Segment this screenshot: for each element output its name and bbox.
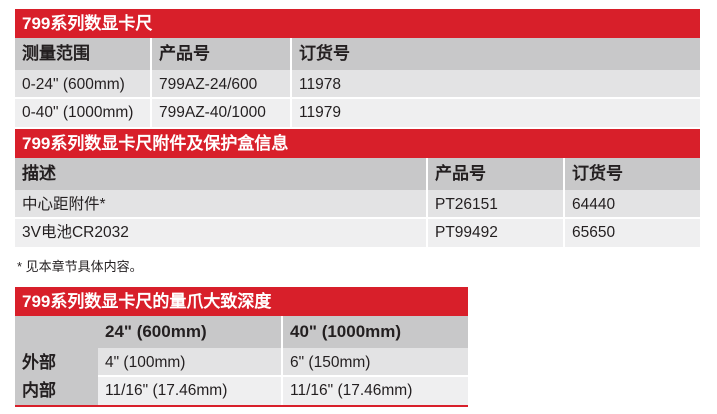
row-label: 内部 (15, 377, 98, 405)
table-row: 3V电池CR2032 PT99492 65650 (15, 219, 700, 247)
header-cell: 24" (600mm) (98, 316, 283, 348)
cell: 11978 (292, 70, 700, 99)
header-cell (15, 316, 98, 348)
cell: 4" (100mm) (98, 348, 283, 377)
caliper-table: 799系列数显卡尺 测量范围 产品号 订货号 0-24" (600mm) 799… (15, 9, 700, 127)
cell: PT99492 (428, 219, 565, 247)
header-cell: 产品号 (428, 158, 565, 190)
cell: 799AZ-24/600 (152, 70, 292, 99)
cell: 11979 (292, 99, 700, 127)
table-title: 799系列数显卡尺的量爪大致深度 (15, 287, 468, 316)
header-cell: 订货号 (565, 158, 700, 190)
cell: 6" (150mm) (283, 348, 468, 377)
cell: 11/16" (17.46mm) (283, 377, 468, 405)
table-row: 外部 4" (100mm) 6" (150mm) (15, 348, 468, 377)
cell: 799AZ-40/1000 (152, 99, 292, 127)
table-title: 799系列数显卡尺 (15, 9, 700, 38)
footnote: * 见本章节具体内容。 (17, 259, 143, 274)
table-row: 0-24" (600mm) 799AZ-24/600 11978 (15, 70, 700, 99)
header-cell: 产品号 (152, 38, 292, 70)
table-header: 测量范围 产品号 订货号 (15, 38, 700, 70)
cell: 0-40" (1000mm) (15, 99, 152, 127)
table-header: 描述 产品号 订货号 (15, 158, 700, 190)
cell: 3V电池CR2032 (15, 219, 428, 247)
table-row: 0-40" (1000mm) 799AZ-40/1000 11979 (15, 99, 700, 127)
cell: 0-24" (600mm) (15, 70, 152, 99)
header-cell: 40" (1000mm) (283, 316, 468, 348)
header-cell: 订货号 (292, 38, 700, 70)
cell: 65650 (565, 219, 700, 247)
header-cell: 测量范围 (15, 38, 152, 70)
table-row: 内部 11/16" (17.46mm) 11/16" (17.46mm) (15, 377, 468, 405)
row-label: 外部 (15, 348, 98, 377)
header-cell: 描述 (15, 158, 428, 190)
cell: 64440 (565, 190, 700, 219)
jaw-depth-table: 799系列数显卡尺的量爪大致深度 24" (600mm) 40" (1000mm… (15, 287, 468, 407)
cell: PT26151 (428, 190, 565, 219)
cell: 11/16" (17.46mm) (98, 377, 283, 405)
accessory-table: 799系列数显卡尺附件及保护盒信息 描述 产品号 订货号 中心距附件* PT26… (15, 129, 700, 247)
cell: 中心距附件* (15, 190, 428, 219)
table-row: 中心距附件* PT26151 64440 (15, 190, 700, 219)
table-title: 799系列数显卡尺附件及保护盒信息 (15, 129, 700, 158)
table-header: 24" (600mm) 40" (1000mm) (15, 316, 468, 348)
